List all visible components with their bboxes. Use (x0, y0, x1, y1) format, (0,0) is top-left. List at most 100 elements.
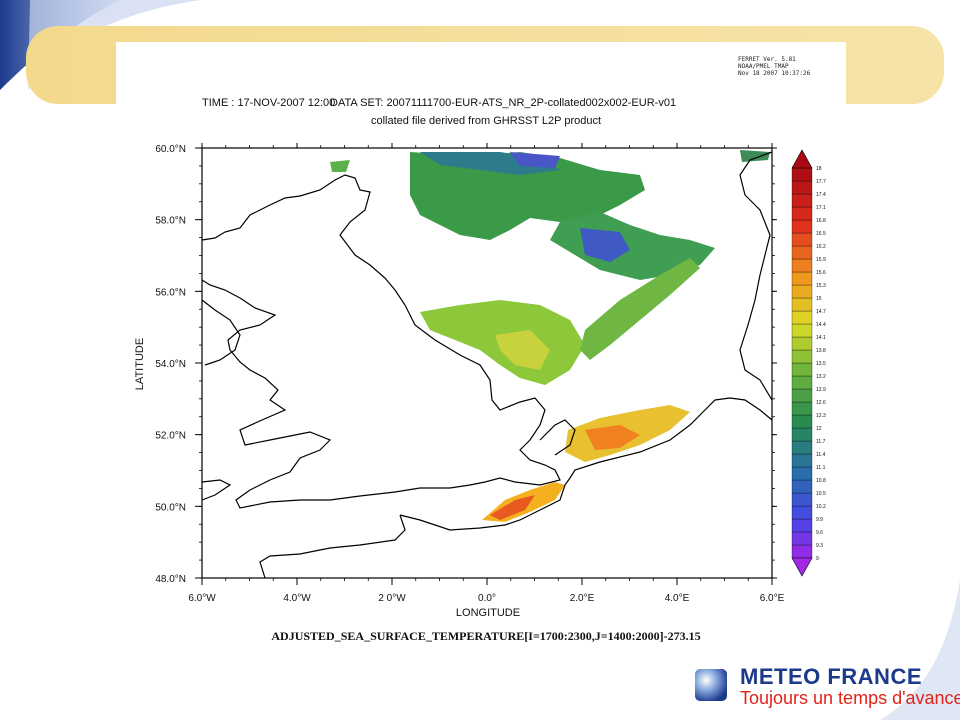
colorbar-label: 11.7 (816, 439, 826, 445)
y-tick-label: 60.0°N (155, 144, 186, 155)
x-tick-label: 4.0°E (665, 593, 690, 604)
colorbar-label: 12.6 (816, 400, 826, 406)
swoosh-bottom (880, 580, 960, 720)
colorbar-label: 16.8 (816, 218, 826, 224)
colorbar-swatch (791, 427, 813, 442)
colorbar-swatch (791, 336, 813, 351)
sst-channel-west-hot (490, 495, 535, 520)
colorbar-swatch (791, 375, 813, 390)
coastline-ireland (201, 299, 241, 366)
colorbar-label: 15.9 (816, 257, 826, 263)
sst-central-cold (580, 228, 630, 262)
dataset-label: DATA SET: 20071111700-EUR-ATS_NR_2P-coll… (330, 97, 676, 109)
colorbar-label: 10.8 (816, 478, 826, 484)
colorbar-label: 13.8 (816, 348, 826, 354)
x-tick-label: 6.0°E (760, 593, 785, 604)
coastline-cornwall (201, 479, 232, 501)
y-tick-label: 50.0°N (155, 502, 186, 513)
sst-nw-islet (330, 160, 350, 172)
colorbar-swatch (791, 323, 813, 338)
brand-slogan: Toujours un temps d'avance (740, 688, 960, 708)
colorbar-label: 9.6 (816, 530, 823, 536)
ferret-line-3: Nov 18 2007 10:37:26 (738, 70, 811, 77)
colorbar-swatch (791, 362, 813, 377)
colorbar-label: 10.2 (816, 504, 826, 510)
coastlines (201, 151, 773, 579)
colorbar-swatch (791, 284, 813, 299)
colorbar-swatch (791, 180, 813, 195)
colorbar-label: 14.4 (816, 322, 826, 328)
colorbar-label: 14.1 (816, 335, 826, 341)
colorbar-label: 16.2 (816, 244, 826, 250)
x-tick-label: 0.0° (478, 593, 496, 604)
sst-eastern-strip (580, 258, 700, 360)
sst-north-coldest (510, 152, 560, 168)
colorbar-swatch (791, 310, 813, 325)
x-tick-label: 2.0°E (570, 593, 595, 604)
coastline-denmark (739, 151, 773, 401)
y-tick-label: 52.0°N (155, 431, 186, 442)
colorbar-label: 15.6 (816, 270, 826, 276)
sst-southern-warm (495, 330, 550, 370)
colorbar-label: 14.7 (816, 309, 826, 315)
y-tick-label: 54.0°N (155, 359, 186, 370)
colorbar-label: 10.5 (816, 491, 826, 497)
colorbar-label: 13.5 (816, 361, 826, 367)
colorbar-swatch (791, 479, 813, 494)
plot-axes: 6.0°W 4.0°W 2 0°W 0.0° 2.0°E 4.0°E 6.0°E 48.0°N… (155, 143, 785, 604)
colorbar-swatch (791, 232, 813, 247)
colorbar-swatch (791, 297, 813, 312)
colorbar-swatch (791, 453, 813, 468)
brand-name: METEO FRANCE (740, 664, 922, 689)
swoosh-light (28, 0, 200, 90)
brand-block: METEO FRANCE Toujours un temps d'avance (694, 664, 960, 710)
x-tick-label: 2 0°W (378, 593, 406, 604)
colorbar-swatch (791, 167, 813, 182)
colorbar-label: 15 (816, 296, 822, 302)
y-axis-label: LATITUDE (134, 338, 146, 390)
colorbar-swatch (791, 206, 813, 221)
colorbar-swatch (791, 388, 813, 403)
coastline-estuary (539, 419, 576, 456)
colorbar-swatch (791, 492, 813, 507)
subtitle-label: collated file derived from GHRSST L2P pr… (371, 115, 601, 127)
colorbar-swatch (791, 531, 813, 546)
colorbar-swatch (791, 414, 813, 429)
colorbar-min-arrow (791, 557, 813, 577)
sst-field (330, 150, 770, 522)
colorbar-swatch (791, 505, 813, 520)
colorbar-swatch (791, 349, 813, 364)
colorbar-label: 12.3 (816, 413, 826, 419)
ferret-line-2: NOAA/PMEL TMAP (738, 63, 789, 70)
colorbar-label: 9 (816, 556, 819, 562)
colorbar-label: 11.1 (816, 465, 826, 471)
x-tick-label: 4.0°W (283, 593, 311, 604)
colorbar-swatch (791, 245, 813, 260)
ferret-line-1: FERRET Ver. 5.81 (738, 56, 796, 63)
colorbar-max-arrow (791, 149, 813, 169)
coastline-brittany (259, 514, 406, 579)
colorbar-swatch (791, 466, 813, 481)
y-tick-label: 56.0°N (155, 287, 186, 298)
colorbar-swatch (791, 271, 813, 286)
x-tick-label: 6.0°W (188, 593, 216, 604)
variable-label: ADJUSTED_SEA_SURFACE_TEMPERATURE[I=1700:… (271, 629, 700, 643)
meteo-france-logo-icon (695, 669, 727, 701)
colorbar-label: 16.5 (816, 231, 826, 237)
colorbar-swatch (791, 440, 813, 455)
colorbar-swatch (791, 258, 813, 273)
colorbar-swatch (791, 193, 813, 208)
colorbar-label: 15.3 (816, 283, 826, 289)
time-label: TIME : 17-NOV-2007 12:00 (202, 97, 335, 109)
colorbar-swatch (791, 401, 813, 416)
ferret-version-tag: FERRET Ver. 5.81 NOAA/PMEL TMAP Nov 18 2… (738, 56, 810, 77)
colorbar-label: 12.9 (816, 387, 826, 393)
sst-north-patch (410, 152, 645, 240)
y-tick-label: 48.0°N (155, 574, 186, 585)
colorbar-label: 17.4 (816, 192, 826, 198)
colorbar-swatch (791, 219, 813, 234)
coastline-france-benelux (399, 397, 773, 531)
sst-channel-east-hot (585, 425, 640, 450)
colorbar-label: 9.9 (816, 517, 823, 523)
